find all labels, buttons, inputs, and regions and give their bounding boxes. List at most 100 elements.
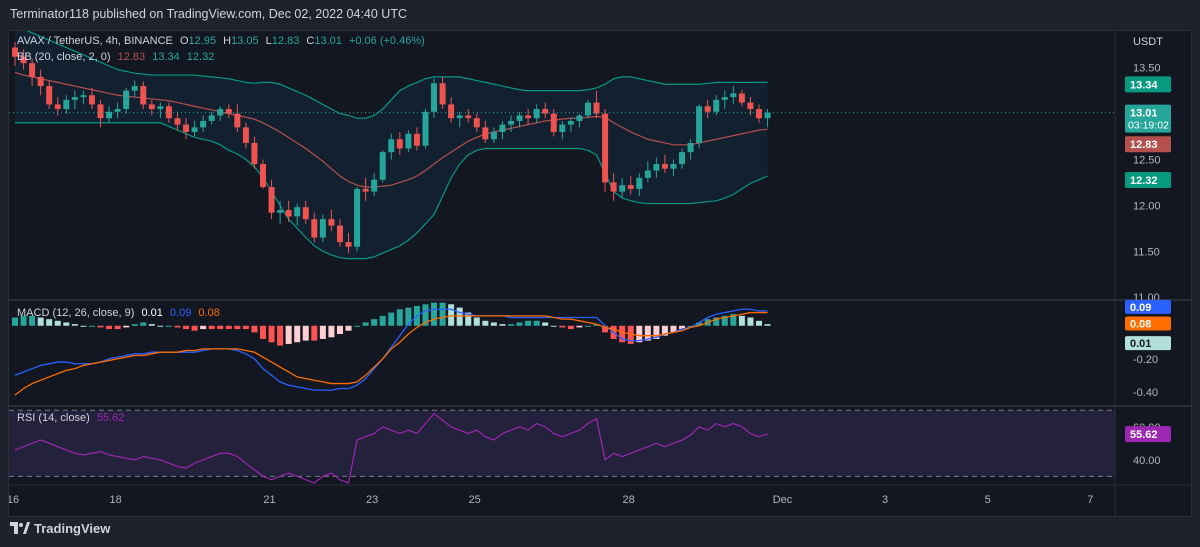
candle-body <box>225 109 232 114</box>
candle-body <box>499 124 506 132</box>
macd-hist-bar <box>251 325 258 333</box>
macd-hist-bar <box>653 325 660 339</box>
rsi-value: 55.62 <box>96 412 125 424</box>
tradingview-brand[interactable]: TradingView <box>10 521 110 541</box>
macd-hist-bar <box>336 325 343 335</box>
high-label: H <box>223 35 232 47</box>
macd-hist-bar <box>29 315 36 326</box>
candle-body <box>456 115 463 119</box>
chart-container[interactable]: 13.5013.0012.5012.0011.5011.00-0.20-0.40… <box>7 25 1192 517</box>
candle-body <box>567 120 574 125</box>
bb-legend[interactable]: BB (20, close, 2, 0) 12.83 13.34 12.32 <box>17 51 218 63</box>
macd-hist-bar <box>234 325 241 330</box>
macd-hist-bar <box>354 325 361 327</box>
candle-body <box>259 164 266 188</box>
macd-hist-bar <box>319 325 326 339</box>
time-tick-label: 18 <box>109 494 121 506</box>
macd-line <box>14 308 768 391</box>
macd-pane[interactable] <box>9 301 1115 405</box>
candle-body <box>174 118 181 125</box>
rsi-pane[interactable] <box>9 407 1115 483</box>
macd-hist-bar <box>747 317 754 326</box>
macd-hist-bar <box>687 325 694 327</box>
candle-body <box>63 99 70 110</box>
candle-body <box>542 109 549 114</box>
high-value: 13.05 <box>231 35 259 47</box>
macd-hist-bar <box>71 324 78 326</box>
badge-bb-upper-bg <box>1125 76 1171 93</box>
time-tick-label: 23 <box>366 494 378 506</box>
candle-body <box>431 83 438 112</box>
price-tick-label: 13.50 <box>1133 63 1161 75</box>
candle-body <box>713 99 720 112</box>
candle-body <box>268 187 275 213</box>
candle-body <box>71 97 78 100</box>
macd-hist-bar <box>661 325 668 336</box>
time-tick-label: Dec <box>773 494 793 506</box>
candle-body <box>516 115 523 121</box>
candle-body <box>730 93 737 98</box>
price-tick-label: 12.00 <box>1133 200 1161 212</box>
rsi-name: RSI (14, close) <box>17 412 90 424</box>
macd-hist-bar <box>208 325 215 330</box>
time-tick-label: 21 <box>263 494 275 506</box>
chart-svg[interactable]: 13.5013.0012.5012.0011.5011.00-0.20-0.40… <box>7 25 1191 516</box>
rsi-plot <box>9 409 1115 484</box>
candle-body <box>277 209 284 213</box>
price-pane[interactable] <box>9 31 1115 299</box>
candle-body <box>371 179 378 192</box>
candle-body <box>593 102 600 114</box>
macd-hist-bar <box>371 319 378 326</box>
candle-body <box>696 106 703 143</box>
macd-hist-bar <box>644 325 651 341</box>
publisher-line: Terminator118 published on TradingView.c… <box>10 7 407 21</box>
candle-body <box>191 127 198 132</box>
macd-hist-bar <box>157 325 164 327</box>
bb-basis-value: 12.83 <box>117 51 146 63</box>
time-tick-label: 3 <box>882 494 888 506</box>
badge-rsi: 55.62 <box>1130 429 1158 441</box>
signal-line <box>14 311 768 396</box>
macd-hist-bar <box>379 315 386 326</box>
macd-hist-bar <box>294 325 301 343</box>
candle-body <box>661 164 668 169</box>
symbol-legend[interactable]: AVAX / TetherUS, 4h, BINANCE O12.95 H13.… <box>17 35 429 47</box>
candle-body <box>131 86 138 91</box>
badge-bb-lower-bg <box>1125 172 1171 189</box>
macd-hist-bar <box>533 320 540 326</box>
header-bar: Terminator118 published on TradingView.c… <box>0 0 1200 30</box>
candle-body <box>388 139 395 153</box>
macd-hist-bar <box>764 324 771 326</box>
open-label: O <box>179 35 189 47</box>
badge-bb-basis: 12.83 <box>1130 139 1158 151</box>
macd-hist-bar <box>696 322 703 326</box>
macd-legend[interactable]: MACD (12, 26, close, 9) 0.01 0.09 0.08 <box>17 307 224 319</box>
candle-body <box>584 102 591 116</box>
badge-bb-upper: 13.34 <box>1130 79 1158 91</box>
candle-body <box>396 139 403 149</box>
rsi-legend[interactable]: RSI (14, close) 55.62 <box>17 412 128 424</box>
macd-hist-bar <box>567 325 574 330</box>
macd-hist-bar <box>670 325 677 333</box>
badge-signal: 0.08 <box>1130 319 1151 331</box>
candle-body <box>114 109 121 112</box>
candle-body <box>755 109 762 119</box>
candle-body <box>20 56 27 64</box>
time-tick-label: 25 <box>469 494 481 506</box>
badge-bb-basis-bg <box>1125 136 1171 153</box>
candle-body <box>525 115 532 119</box>
macd-hist-bar <box>131 324 138 326</box>
time-tick-label: 16 <box>9 494 19 506</box>
macd-hist-bar <box>627 325 634 344</box>
candle-body <box>362 188 369 192</box>
bb-upper-value: 13.34 <box>152 51 180 63</box>
macd-hist-bar <box>328 325 335 338</box>
time-tick-label: 28 <box>622 494 634 506</box>
candle-body <box>405 133 412 149</box>
macd-hist-bar <box>106 325 113 330</box>
tradingview-logo-icon <box>10 522 30 537</box>
macd-tick-label: -0.20 <box>1133 354 1158 366</box>
macd-hist-bar <box>448 304 455 326</box>
macd-hist-bar <box>755 320 762 326</box>
